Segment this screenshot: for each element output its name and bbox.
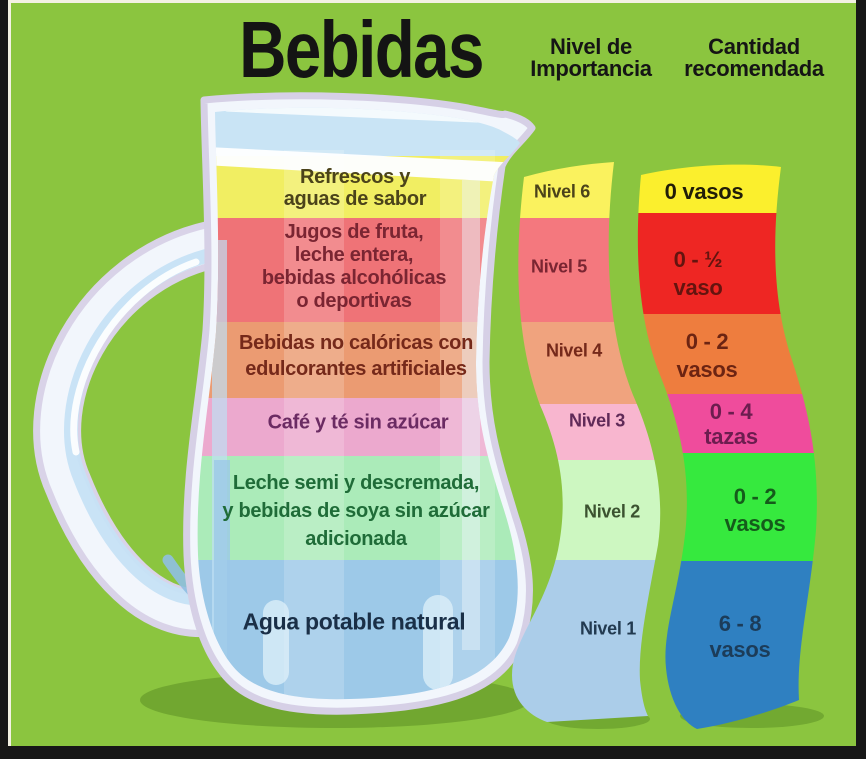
- center-highlight-stripe: [284, 150, 344, 700]
- recommended-amount-5: 0 - ½ vaso: [673, 247, 723, 300]
- recommended-amount-1: 6 - 8 vasos: [709, 611, 771, 662]
- pitcher-band-agua: [197, 560, 520, 700]
- recommended-amount-3: 0 - 4 tazas: [704, 399, 758, 449]
- importance-level-1: Nivel 1: [580, 618, 636, 639]
- pitcher-band-cafe-te: [197, 398, 520, 456]
- recommended-amount-4: 0 - 2 vasos: [676, 329, 738, 382]
- pitcher-contents: [197, 107, 520, 700]
- recommended-amount-6: 0 vasos: [664, 179, 744, 204]
- importance-level-6: Nivel 6: [534, 181, 590, 202]
- pitcher-band-jugos: [197, 218, 520, 322]
- bottom-glass-gleam: [263, 600, 289, 685]
- bottom-glass-gleam-2: [423, 595, 453, 690]
- pitcher-category-no-caloricas: Bebidas no calóricas con edulcorantes ar…: [239, 332, 473, 380]
- pitcher-category-cafe-te: Café y té sin azúcar: [267, 411, 449, 434]
- pitcher-category-agua: Agua potable natural: [242, 608, 466, 635]
- importance-level-3: Nivel 3: [569, 410, 625, 431]
- pitcher-category-leche: Leche semi y descremada, y bebidas de so…: [222, 472, 490, 550]
- importance-level-4: Nivel 4: [546, 340, 602, 361]
- importance-column-header: Nivel de Importancia: [530, 34, 652, 81]
- page-title: Bebidas: [239, 5, 484, 94]
- amount-column-header: Cantidad recomendada: [684, 34, 824, 81]
- pitcher-band-no-caloricas: [197, 322, 520, 398]
- importance-level-5: Nivel 5: [531, 256, 587, 277]
- right-wall-reflection: [462, 180, 480, 650]
- left-wall-blue-streak: [214, 460, 230, 660]
- recommended-amount-2: 0 - 2 vasos: [724, 484, 786, 536]
- importance-level-2: Nivel 2: [584, 501, 640, 522]
- pitcher-band-leche: [197, 456, 520, 560]
- pitcher-category-refrescos: Refrescos y aguas de sabor: [283, 166, 427, 210]
- glass-white-band: [197, 144, 520, 184]
- pitcher-category-jugos: Jugos de fruta, leche entera, bebidas al…: [261, 221, 447, 312]
- amount-band-5: [637, 213, 817, 314]
- rim-highlight: [222, 107, 502, 124]
